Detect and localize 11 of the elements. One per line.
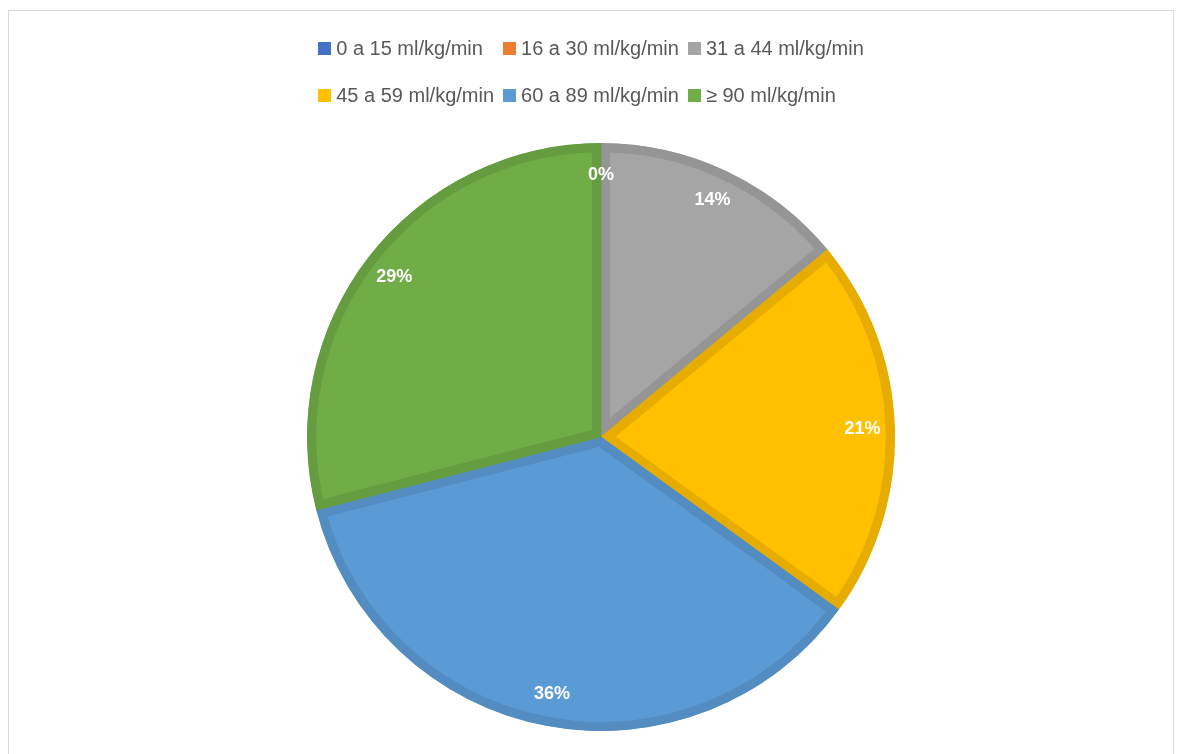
legend-label: 31 a 44 ml/kg/min <box>705 36 864 60</box>
data-label: 29% <box>376 265 413 286</box>
legend-label: ≥ 90 ml/kg/min <box>705 83 836 107</box>
legend-label: 45 a 59 ml/kg/min <box>336 83 495 107</box>
data-label: 21% <box>844 417 881 438</box>
legend-label: 16 a 30 ml/kg/min <box>521 36 679 60</box>
legend-label: 60 a 89 ml/kg/min <box>521 83 679 107</box>
data-label: 36% <box>533 682 570 703</box>
legend-label: 0 a 15 ml/kg/min <box>336 36 483 60</box>
data-label: 14% <box>694 189 731 210</box>
text: 0% <box>587 164 615 185</box>
